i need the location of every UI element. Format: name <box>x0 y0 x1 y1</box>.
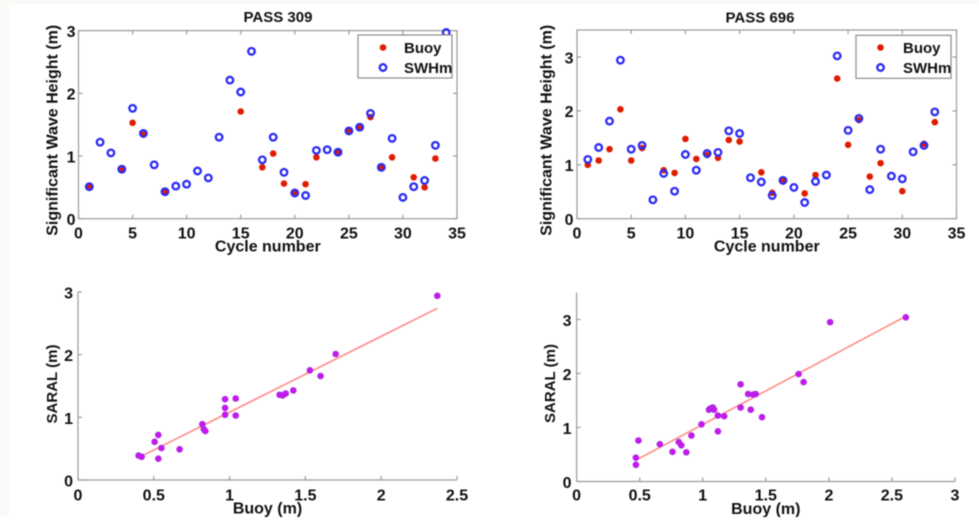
svg-text:10: 10 <box>178 226 196 243</box>
svg-text:3: 3 <box>563 313 572 330</box>
svg-text:2.5: 2.5 <box>881 488 903 505</box>
svg-text:0.5: 0.5 <box>143 488 165 505</box>
svg-text:1.5: 1.5 <box>755 488 777 505</box>
svg-text:SARAL (m): SARAL (m) <box>542 344 559 423</box>
svg-text:SWHm: SWHm <box>404 60 452 77</box>
svg-text:1: 1 <box>67 149 76 166</box>
svg-text:35: 35 <box>948 226 966 243</box>
svg-text:PASS 309: PASS 309 <box>244 9 313 26</box>
svg-text:0: 0 <box>565 212 574 229</box>
svg-text:5: 5 <box>128 226 137 243</box>
svg-text:1.5: 1.5 <box>294 488 316 505</box>
svg-text:2: 2 <box>377 488 386 505</box>
svg-text:1: 1 <box>698 488 707 505</box>
svg-text:Cycle number: Cycle number <box>215 239 321 256</box>
svg-text:3: 3 <box>565 50 574 67</box>
svg-text:30: 30 <box>893 226 911 243</box>
svg-text:0: 0 <box>67 212 76 229</box>
svg-text:SARAL (m): SARAL (m) <box>44 345 61 424</box>
svg-text:35: 35 <box>448 226 466 243</box>
svg-text:Significant Wave Height (m): Significant Wave Height (m) <box>45 25 62 236</box>
svg-text:SWHm: SWHm <box>903 60 951 77</box>
svg-text:0: 0 <box>64 474 73 491</box>
svg-text:Buoy: Buoy <box>903 40 941 57</box>
svg-text:2: 2 <box>64 348 73 365</box>
svg-text:0.5: 0.5 <box>629 488 651 505</box>
svg-text:30: 30 <box>394 226 412 243</box>
svg-text:Buoy (m): Buoy (m) <box>731 501 800 517</box>
svg-text:Significant Wave Height (m): Significant Wave Height (m) <box>539 25 556 236</box>
svg-text:3: 3 <box>64 286 73 303</box>
svg-text:2: 2 <box>563 367 572 384</box>
svg-text:20: 20 <box>286 226 304 243</box>
svg-text:10: 10 <box>677 226 695 243</box>
svg-text:1: 1 <box>64 411 73 428</box>
svg-text:1: 1 <box>565 158 574 175</box>
svg-text:15: 15 <box>232 226 250 243</box>
svg-text:Cycle number: Cycle number <box>714 239 820 256</box>
svg-text:0: 0 <box>74 488 83 505</box>
svg-text:1: 1 <box>563 421 572 438</box>
svg-text:0: 0 <box>573 226 582 243</box>
svg-text:Buoy: Buoy <box>404 40 442 57</box>
svg-text:25: 25 <box>839 226 857 243</box>
svg-text:0: 0 <box>74 226 83 243</box>
svg-text:2: 2 <box>565 104 574 121</box>
svg-text:5: 5 <box>627 226 636 243</box>
svg-text:20: 20 <box>785 226 803 243</box>
svg-text:3: 3 <box>951 488 960 505</box>
svg-text:2.5: 2.5 <box>446 488 468 505</box>
svg-text:15: 15 <box>731 226 749 243</box>
svg-text:2: 2 <box>67 87 76 104</box>
svg-text:Buoy (m): Buoy (m) <box>233 501 302 518</box>
svg-text:2: 2 <box>824 488 833 505</box>
svg-text:1: 1 <box>225 488 234 505</box>
svg-text:0: 0 <box>563 475 572 492</box>
svg-text:25: 25 <box>340 226 358 243</box>
svg-text:PASS 696: PASS 696 <box>726 10 795 27</box>
svg-text:3: 3 <box>67 24 76 41</box>
svg-text:0: 0 <box>572 488 581 505</box>
